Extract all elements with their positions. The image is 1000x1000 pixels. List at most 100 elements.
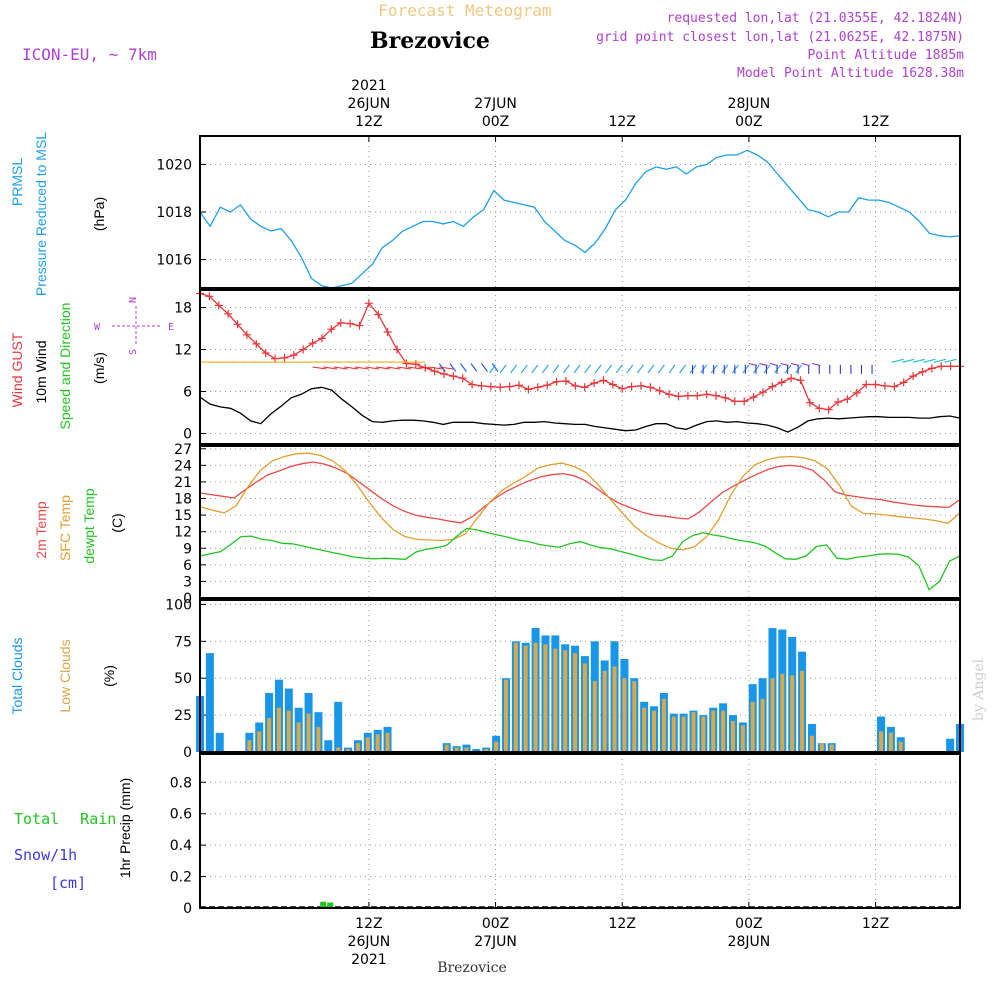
low-cloud-bar — [711, 710, 716, 752]
wind-direction-arrow — [790, 362, 800, 367]
compass-n: N — [128, 297, 139, 303]
gust-marker — [899, 378, 908, 387]
total-cloud-bar — [472, 749, 481, 752]
wind-label: 10m Wind — [33, 340, 49, 403]
wind-direction-arrow — [923, 358, 936, 363]
wind-direction-arrow — [902, 358, 915, 363]
gust-marker — [655, 386, 664, 395]
gust-label: Wind GUST — [9, 332, 25, 407]
precip-unit: 1hr Precip (mm) — [117, 778, 133, 878]
total-cloud-bar — [946, 738, 955, 752]
low-cloud-bar — [770, 678, 775, 752]
gust-marker — [805, 398, 814, 407]
low-cloud-bar — [652, 710, 657, 752]
gust-marker — [834, 398, 843, 406]
low-cloud-bar — [247, 740, 252, 752]
time-label-bottom: 26JUN — [348, 934, 391, 950]
gust-marker — [862, 380, 871, 389]
low-cloud-bar — [346, 749, 351, 752]
gust-marker — [252, 339, 261, 348]
wind-direction-arrow — [563, 364, 570, 374]
gust-marker — [927, 364, 936, 373]
wind-direction-arrow — [499, 364, 507, 374]
gust-marker — [946, 362, 955, 371]
low-cloud-bar — [721, 710, 726, 752]
low-cloud-bar — [780, 673, 785, 752]
wind-direction-arrow — [615, 364, 623, 374]
time-label-bottom: 28JUN — [728, 934, 771, 950]
gust-marker — [327, 325, 336, 334]
gust-marker — [214, 301, 223, 310]
low-cloud-bar — [809, 735, 814, 752]
requested-point: requested lon,lat (21.0355E, 42.1824N) — [667, 11, 964, 26]
gust-marker — [730, 397, 739, 406]
ytick-label-2-12: 12 — [174, 525, 192, 541]
ytick-label-4-0.2: 0.2 — [170, 870, 192, 886]
panel-frame-4 — [199, 753, 961, 909]
gust-marker — [777, 378, 786, 387]
gust-marker — [561, 377, 570, 385]
gust-marker — [346, 319, 355, 328]
low-cloud-bar — [730, 721, 735, 752]
low-cloud-bar — [800, 670, 805, 752]
gust-marker — [683, 391, 692, 400]
total-cloud-bar — [334, 701, 343, 752]
gust-marker — [430, 367, 439, 376]
gust-marker — [571, 381, 580, 390]
gust-marker — [796, 376, 805, 385]
gust-marker — [411, 360, 420, 369]
low-cloud-bar — [592, 681, 597, 752]
low-cloud-bar — [385, 732, 390, 752]
low-cloud-bar — [573, 653, 578, 752]
low-clouds-label: Low Clouds — [57, 639, 73, 712]
low-cloud-bar — [661, 698, 666, 752]
ytick-label-4-0.6: 0.6 — [170, 807, 192, 823]
low-cloud-bar — [879, 731, 884, 752]
time-label-top: 12Z — [862, 114, 889, 130]
time-label-bottom: 12Z — [862, 916, 889, 932]
gust-marker — [308, 339, 317, 348]
wind-direction-arrow — [428, 366, 443, 370]
total-cloud-bar — [324, 740, 333, 752]
ytick-label-4-0.4: 0.4 — [170, 838, 192, 854]
wind-compass: N W E S — [94, 297, 174, 355]
compass-w: W — [94, 322, 101, 333]
low-cloud-bar — [257, 731, 262, 752]
gust-marker — [205, 292, 214, 301]
chart-title: Forecast Meteogram — [378, 1, 551, 20]
gust-marker — [768, 382, 777, 391]
gust-marker — [824, 405, 833, 414]
low-cloud-bar — [484, 749, 489, 752]
ytick-label-3-100: 100 — [165, 597, 192, 613]
gust-marker — [890, 382, 899, 391]
temp-unit: (C) — [109, 513, 125, 532]
ytick-label-2-18: 18 — [174, 492, 192, 508]
total-cloud-bar — [215, 732, 224, 752]
wind-direction-arrow — [510, 364, 518, 374]
gust-marker — [233, 320, 242, 329]
wind-direction-arrow — [668, 364, 676, 374]
wind-direction-arrow — [489, 364, 496, 374]
ytick-label-2-24: 24 — [174, 458, 192, 474]
gust-marker — [852, 388, 861, 397]
time-label-top: 12Z — [609, 114, 636, 130]
gust-marker — [477, 381, 486, 390]
ytick-label-0-1016: 1016 — [156, 253, 192, 269]
gust-marker — [261, 349, 270, 357]
low-cloud-bar — [276, 707, 281, 752]
low-cloud-bar — [632, 681, 637, 752]
watermark: by Angel — [971, 658, 987, 721]
wind-direction-arrow — [323, 366, 338, 370]
gust-marker — [299, 345, 308, 354]
gust-marker — [918, 367, 927, 376]
low-cloud-bar — [336, 747, 341, 752]
low-cloud-bar — [494, 741, 499, 752]
ytick-label-1-12: 12 — [174, 343, 192, 359]
low-cloud-bar — [523, 645, 528, 752]
gust-marker — [496, 383, 505, 392]
ytick-label-2-6: 6 — [183, 558, 192, 574]
ytick-label-1-18: 18 — [174, 301, 192, 317]
gust-marker — [758, 388, 767, 397]
gust-marker — [458, 374, 467, 383]
wind-direction-arrow — [933, 358, 947, 363]
